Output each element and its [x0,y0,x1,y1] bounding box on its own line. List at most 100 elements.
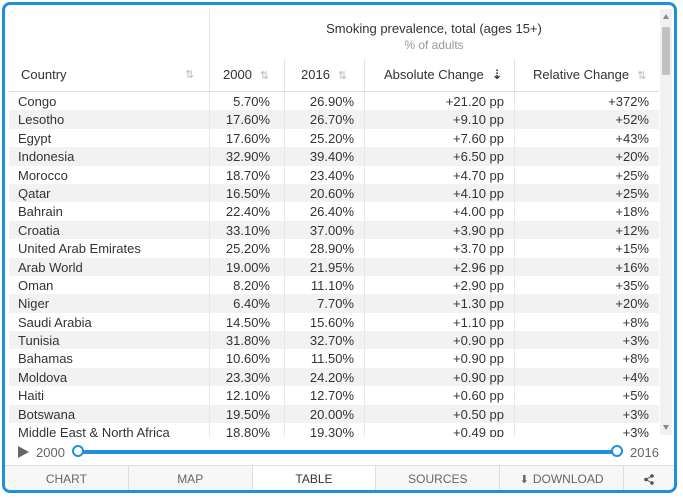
tab-chart[interactable]: CHART [5,466,129,490]
table-row: Niger 6.40% 7.70% +1.30 pp +20% [9,294,659,313]
relative-change-cell: +372% [608,94,649,109]
relative-change-cell: +15% [615,241,649,257]
scroll-up-icon[interactable] [663,14,669,19]
value-2016-cell: 26.70% [309,112,354,128]
country-cell: Indonesia [18,149,75,165]
value-2016-cell: 37.00% [309,222,354,238]
relative-change-cell: +12% [615,222,649,238]
tab-download[interactable]: ⬇ DOWNLOAD [500,466,624,490]
table-row: Tunisia 31.80% 32.70% +0.90 pp +3% [9,331,659,350]
bottom-tabs: CHART MAP TABLE SOURCES ⬇ DOWNLOAD [5,465,674,490]
value-2016-cell: 24.20% [309,369,354,385]
country-cell: Lesotho [18,112,65,128]
column-header-2000[interactable]: 2000 ⇅ [223,67,270,82]
country-cell: Middle East & North Africa [18,425,170,437]
relative-change-cell: +8% [622,351,649,367]
timeline-start-year: 2000 [36,445,65,460]
country-cell: Egypt [18,130,52,146]
timeline-start-handle[interactable] [72,445,84,457]
absolute-change-cell: +3.70 pp [453,241,504,257]
value-2016-cell: 26.90% [309,94,354,109]
tab-sources[interactable]: SOURCES [376,466,501,490]
country-cell: Bahrain [18,204,63,220]
absolute-change-cell: +0.49 pp [453,425,504,437]
absolute-change-cell: +0.60 pp [453,388,504,404]
relative-change-cell: +25% [615,185,649,201]
value-2000-cell: 6.40% [233,296,270,312]
country-cell: United Arab Emirates [18,241,141,257]
download-icon: ⬇ [519,474,529,486]
value-2016-cell: 11.50% [310,351,354,367]
table-row: Middle East & North Africa 18.80% 19.30% +0… [9,423,659,437]
value-2000-cell: 23.30% [225,369,270,385]
scroll-down-icon[interactable] [663,425,669,430]
relative-change-cell: +3% [622,425,649,437]
absolute-change-cell: +0.90 pp [453,351,504,367]
country-cell: Croatia [18,222,60,238]
table-row: Lesotho 17.60% 26.70% +9.10 pp +52% [9,110,659,129]
absolute-change-cell: +0.90 pp [453,333,504,349]
value-2016-cell: 21.95% [309,259,354,275]
relative-change-cell: +8% [622,314,649,330]
country-cell: Niger [18,296,50,312]
table-header: Smoking prevalence, total (ages 15+) % o… [9,9,659,92]
sort-icon[interactable]: ⇅ [185,69,195,81]
value-2000-cell: 16.50% [225,185,270,201]
scrollbar-thumb[interactable] [662,27,670,75]
value-2000-cell: 22.40% [225,204,270,220]
table-row: Bahrain 22.40% 26.40% +4.00 pp +18% [9,202,659,221]
absolute-change-cell: +6.50 pp [453,149,504,165]
tab-share[interactable] [624,466,674,490]
value-2016-cell: 23.40% [309,167,354,183]
value-2000-cell: 19.50% [225,406,270,422]
column-header-absolute-change[interactable]: Absolute Change ⇣ [384,67,503,82]
value-2016-cell: 28.90% [309,241,354,257]
column-header-2016[interactable]: 2016 ⇅ [301,67,348,82]
absolute-change-cell: +2.90 pp [453,277,504,293]
table-row: Qatar 16.50% 20.60% +4.10 pp +25% [9,183,659,203]
value-2016-cell: 19.30% [309,425,354,437]
table-row: Moldova 23.30% 24.20% +0.90 pp +4% [9,367,659,387]
timeline-end-handle[interactable] [611,445,623,457]
relative-change-cell: +20% [615,149,649,165]
value-2016-cell: 15.60% [309,314,354,330]
sort-icon: ⇅ [637,70,647,82]
column-header-relative-change[interactable]: Relative Change ⇅ [533,67,647,82]
table-row: United Arab Emirates 25.20% 28.90% +3.70 pp… [9,239,659,258]
table-row: Arab World 19.00% 21.95% +2.96 pp +16% [9,257,659,276]
play-icon[interactable] [18,446,29,458]
table-row: Haiti 12.10% 12.70% +0.60 pp +5% [9,386,659,405]
value-2016-cell: 32.70% [309,333,354,349]
value-2016-cell: 20.60% [309,185,354,201]
value-2000-cell: 18.80% [225,425,270,437]
tab-table[interactable]: TABLE [252,466,377,490]
absolute-change-cell: +2.96 pp [453,259,504,275]
absolute-change-cell: +9.10 pp [453,112,504,128]
country-cell: Haiti [18,388,45,404]
value-2000-cell: 8.20% [233,277,270,293]
value-2000-cell: 10.60% [225,351,270,367]
tab-map[interactable]: MAP [129,466,253,490]
timeline-end-year: 2016 [630,445,659,460]
country-cell: Congo [18,94,57,109]
absolute-change-cell: +4.70 pp [453,167,504,183]
relative-change-cell: +4% [622,369,649,385]
country-cell: Arab World [18,259,83,275]
table-row: Bahamas 10.60% 11.50% +0.90 pp +8% [9,349,659,368]
relative-change-cell: +20% [615,296,649,312]
value-2000-cell: 12.10% [225,388,270,404]
table-row: Morocco 18.70% 23.40% +4.70 pp +25% [9,165,659,184]
absolute-change-cell: +0.90 pp [453,369,504,385]
column-header-country[interactable]: Country [21,67,67,82]
timeline-track[interactable] [77,450,617,454]
value-2016-cell: 20.00% [309,406,354,422]
table-scrollbar[interactable] [660,9,672,435]
absolute-change-cell: +3.90 pp [453,222,504,238]
relative-change-cell: +5% [622,388,649,404]
table-row: Congo 5.70% 26.90% +21.20 pp +372% [9,92,659,111]
value-2000-cell: 31.80% [225,333,270,349]
relative-change-cell: +18% [615,204,649,220]
relative-change-cell: +52% [615,112,649,128]
data-table: Smoking prevalence, total (ages 15+) % o… [9,9,659,437]
absolute-change-cell: +7.60 pp [453,130,504,146]
